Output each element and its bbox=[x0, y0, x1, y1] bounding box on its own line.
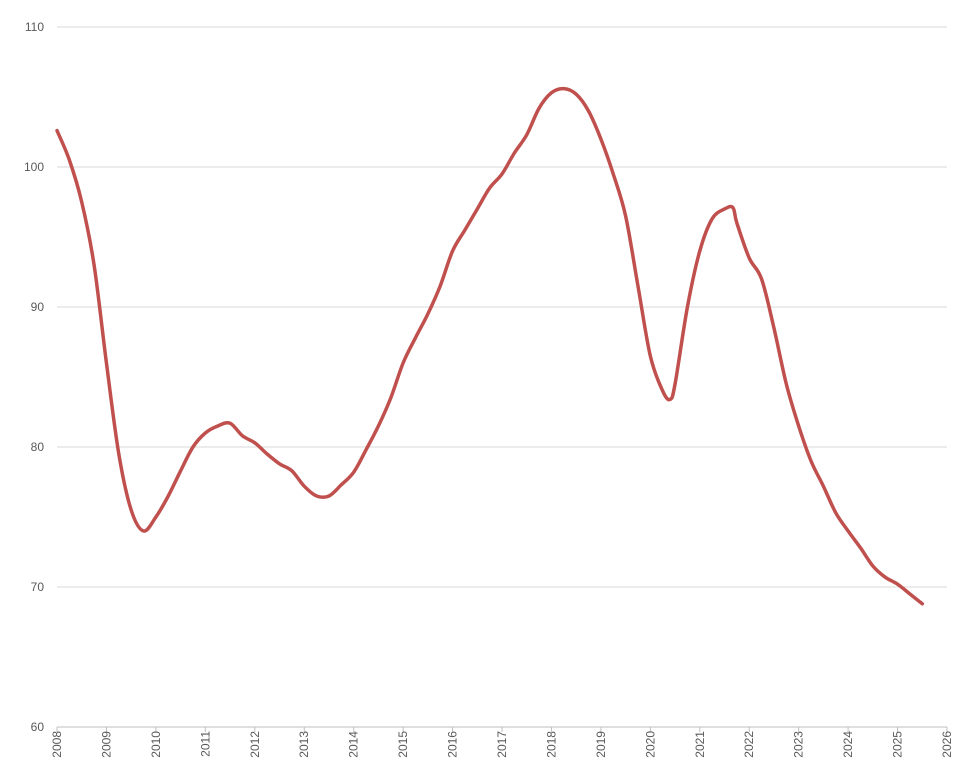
x-tick-label: 2016 bbox=[446, 731, 460, 758]
x-tick-label: 2015 bbox=[396, 731, 410, 758]
x-tick-label: 2025 bbox=[891, 731, 905, 758]
x-tick-label: 2022 bbox=[742, 731, 756, 758]
y-tick-label: 100 bbox=[24, 160, 44, 174]
x-tick-label: 2017 bbox=[495, 731, 509, 758]
y-tick-label: 110 bbox=[25, 20, 44, 34]
x-tick-label: 2009 bbox=[99, 731, 113, 758]
series-group bbox=[55, 86, 925, 606]
x-tick-label: 2013 bbox=[297, 731, 311, 758]
y-tick-label: 90 bbox=[31, 300, 45, 314]
y-tick-label: 70 bbox=[31, 580, 45, 594]
x-tick-label: 2020 bbox=[643, 731, 657, 758]
y-tick-label: 80 bbox=[31, 440, 45, 454]
x-tick-label: 2012 bbox=[248, 731, 262, 758]
x-tick-label: 2021 bbox=[693, 731, 707, 758]
gridlines bbox=[57, 26, 947, 588]
x-tick-label: 2010 bbox=[149, 731, 163, 758]
x-tick-label: 2024 bbox=[841, 731, 855, 758]
x-tick-label: 2023 bbox=[792, 731, 806, 758]
y-tick-label: 60 bbox=[31, 720, 45, 734]
x-axis: 2008 2009 2010 2011 2012 2013 2014 2015 2016 2017… bbox=[50, 726, 953, 758]
x-tick-label: 2018 bbox=[544, 731, 558, 758]
x-tick-label: 2026 bbox=[940, 731, 953, 758]
x-tick-label: 2008 bbox=[50, 731, 64, 758]
x-tick-label: 2019 bbox=[594, 731, 608, 758]
x-tick-label: 2014 bbox=[347, 731, 361, 758]
y-axis-tick-labels: 60 70 80 90 100 110 bbox=[24, 20, 44, 734]
x-tick-label: 2011 bbox=[198, 731, 212, 757]
series-line-0 bbox=[55, 86, 925, 606]
